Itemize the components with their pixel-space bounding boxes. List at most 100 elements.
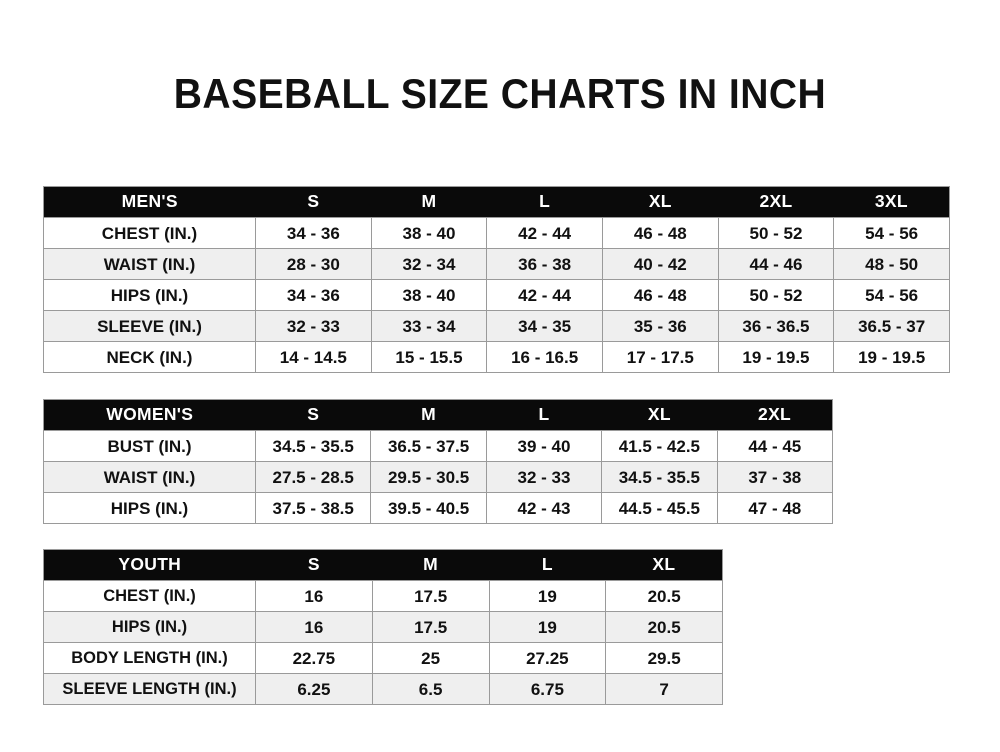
measurement-value: 15 - 15.5 xyxy=(370,341,488,373)
measurement-value: 42 - 44 xyxy=(486,217,603,249)
table-row: BODY LENGTH (IN.) 22.75 25 27.25 29.5 xyxy=(43,642,723,674)
youth-size-table: YOUTH S M L XL CHEST (IN.) 16 17.5 19 20.5 HIPS (… xyxy=(43,549,723,705)
measurement-value: 54 - 56 xyxy=(833,279,950,311)
column-header-s: S xyxy=(255,186,372,218)
measurement-value: 34 - 35 xyxy=(486,310,603,342)
column-header-l: L xyxy=(486,186,603,218)
measurement-value: 16 xyxy=(255,611,373,643)
measurement-value: 19 xyxy=(488,611,607,643)
table-row: SLEEVE LENGTH (IN.) 6.25 6.5 6.75 7 xyxy=(43,673,723,705)
measurement-value: 14 - 14.5 xyxy=(255,341,372,373)
column-header-3xl: 3XL xyxy=(833,186,950,218)
measurement-label: WAIST (IN.) xyxy=(43,461,256,493)
measurement-value: 19 xyxy=(488,580,607,612)
measurement-value: 25 xyxy=(371,642,490,674)
measurement-value: 37 - 38 xyxy=(716,461,833,493)
table-row: WAIST (IN.) 27.5 - 28.5 29.5 - 30.5 32 - 33… xyxy=(43,461,833,493)
measurement-value: 6.75 xyxy=(488,673,607,705)
measurement-value: 38 - 40 xyxy=(370,279,488,311)
womens-table-head: WOMEN'S S M L XL 2XL xyxy=(43,399,833,431)
measurement-label: SLEEVE (IN.) xyxy=(43,310,256,342)
measurement-value: 28 - 30 xyxy=(255,248,372,280)
measurement-value: 47 - 48 xyxy=(716,492,833,524)
column-header-l: L xyxy=(486,399,602,431)
youth-table-head: YOUTH S M L XL xyxy=(43,549,723,581)
column-header-s: S xyxy=(255,549,373,581)
womens-table-category-header: WOMEN'S xyxy=(43,399,256,431)
measurement-value: 48 - 50 xyxy=(833,248,950,280)
column-header-m: M xyxy=(370,399,487,431)
table-row: HIPS (IN.) 37.5 - 38.5 39.5 - 40.5 42 - 43 4… xyxy=(43,492,833,524)
measurement-value: 20.5 xyxy=(605,580,723,612)
column-header-m: M xyxy=(372,549,489,581)
measurement-value: 17.5 xyxy=(371,580,490,612)
measurement-value: 36 - 36.5 xyxy=(717,310,835,342)
measurement-value: 19 - 19.5 xyxy=(833,341,950,373)
measurement-value: 54 - 56 xyxy=(833,217,950,249)
table-row: HIPS (IN.) 16 17.5 19 20.5 xyxy=(43,611,723,643)
womens-table-body: BUST (IN.) 34.5 - 35.5 36.5 - 37.5 39 - 40 4… xyxy=(43,430,833,524)
page-title: BASEBALL SIZE CHARTS IN INCH xyxy=(173,70,827,117)
womens-size-table: WOMEN'S S M L XL 2XL BUST (IN.) 34.5 - 35.5 36.… xyxy=(43,399,833,524)
mens-table-body: CHEST (IN.) 34 - 36 38 - 40 42 - 44 46 - 48 5… xyxy=(43,217,950,373)
measurement-value: 36.5 - 37 xyxy=(833,310,950,342)
measurement-value: 7 xyxy=(605,673,723,705)
measurement-value: 36 - 38 xyxy=(486,248,603,280)
youth-table-category-header: YOUTH xyxy=(43,549,256,581)
measurement-value: 37.5 - 38.5 xyxy=(254,492,372,524)
measurement-value: 6.5 xyxy=(371,673,490,705)
table-row: NECK (IN.) 14 - 14.5 15 - 15.5 16 - 16.5 17 … xyxy=(43,341,950,373)
youth-table-body: CHEST (IN.) 16 17.5 19 20.5 HIPS (IN.) 16 17.5 1… xyxy=(43,580,723,705)
measurement-value: 32 - 33 xyxy=(255,310,372,342)
measurement-value: 41.5 - 42.5 xyxy=(601,430,718,462)
measurement-value: 19 - 19.5 xyxy=(717,341,835,373)
measurement-value: 40 - 42 xyxy=(601,248,719,280)
measurement-value: 16 - 16.5 xyxy=(486,341,603,373)
measurement-value: 46 - 48 xyxy=(601,217,719,249)
column-header-xl: XL xyxy=(602,186,719,218)
measurement-value: 6.25 xyxy=(255,673,373,705)
column-header-xl: XL xyxy=(605,549,723,581)
measurement-value: 32 - 34 xyxy=(370,248,488,280)
mens-table-head: MEN'S S M L XL 2XL 3XL xyxy=(43,186,950,218)
measurement-label: HIPS (IN.) xyxy=(43,611,256,643)
measurement-label: BODY LENGTH (IN.) xyxy=(43,642,256,674)
measurement-value: 39.5 - 40.5 xyxy=(370,492,487,524)
measurement-value: 20.5 xyxy=(605,611,723,643)
table-row: CHEST (IN.) 16 17.5 19 20.5 xyxy=(43,580,723,612)
table-header-row: WOMEN'S S M L XL 2XL xyxy=(43,399,833,431)
mens-table-category-header: MEN'S xyxy=(43,186,256,218)
measurement-value: 16 xyxy=(255,580,373,612)
measurement-value: 50 - 52 xyxy=(717,217,835,249)
measurement-value: 39 - 40 xyxy=(485,430,603,462)
table-header-row: MEN'S S M L XL 2XL 3XL xyxy=(43,186,950,218)
measurement-value: 29.5 - 30.5 xyxy=(370,461,487,493)
measurement-value: 29.5 xyxy=(605,642,723,674)
measurement-label: CHEST (IN.) xyxy=(43,217,256,249)
table-row: CHEST (IN.) 34 - 36 38 - 40 42 - 44 46 - 48 5… xyxy=(43,217,950,249)
table-row: HIPS (IN.) 34 - 36 38 - 40 42 - 44 46 - 48 50… xyxy=(43,279,950,311)
column-header-l: L xyxy=(489,549,606,581)
measurement-value: 46 - 48 xyxy=(601,279,719,311)
column-header-s: S xyxy=(255,399,371,431)
measurement-value: 27.25 xyxy=(488,642,607,674)
measurement-value: 33 - 34 xyxy=(370,310,488,342)
measurement-value: 42 - 43 xyxy=(485,492,603,524)
measurement-label: HIPS (IN.) xyxy=(43,279,256,311)
measurement-value: 42 - 44 xyxy=(486,279,603,311)
measurement-value: 32 - 33 xyxy=(485,461,603,493)
measurement-value: 22.75 xyxy=(255,642,373,674)
column-header-xl: XL xyxy=(601,399,718,431)
measurement-label: SLEEVE LENGTH (IN.) xyxy=(43,673,256,705)
column-header-2xl: 2XL xyxy=(718,186,834,218)
measurement-label: NECK (IN.) xyxy=(43,341,256,373)
column-header-2xl: 2XL xyxy=(717,399,833,431)
measurement-label: BUST (IN.) xyxy=(43,430,256,462)
measurement-value: 44.5 - 45.5 xyxy=(601,492,718,524)
measurement-label: WAIST (IN.) xyxy=(43,248,256,280)
measurement-value: 44 - 46 xyxy=(717,248,835,280)
measurement-value: 35 - 36 xyxy=(601,310,719,342)
measurement-value: 17 - 17.5 xyxy=(601,341,719,373)
table-row: SLEEVE (IN.) 32 - 33 33 - 34 34 - 35 35 - 36… xyxy=(43,310,950,342)
